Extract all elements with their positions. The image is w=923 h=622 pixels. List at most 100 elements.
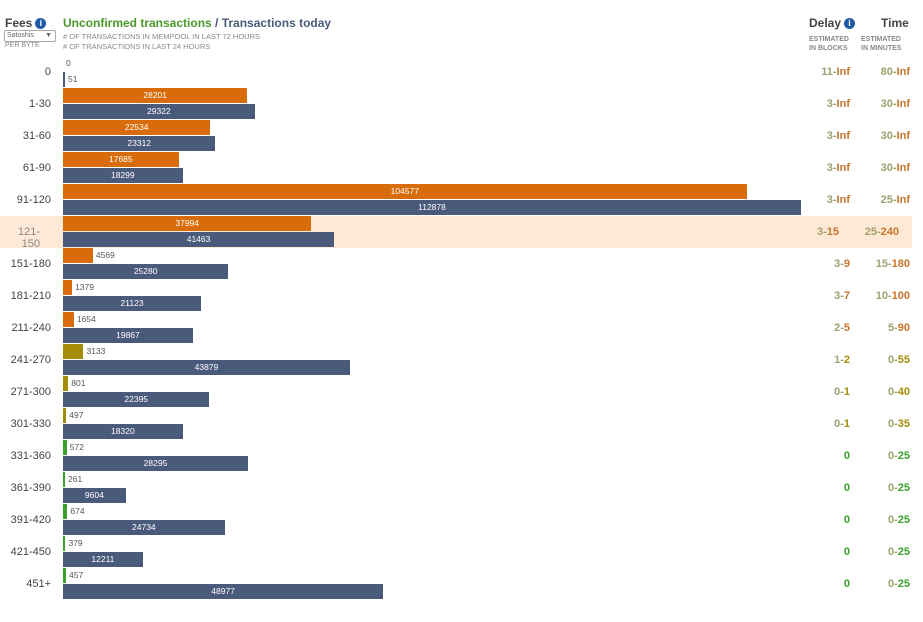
today-bar <box>63 424 183 439</box>
unconfirmed-value: 3133 <box>86 346 106 356</box>
delay-estimate-hi: Inf <box>836 162 850 174</box>
time-estimate-dash: - <box>892 162 897 174</box>
time-estimate-hi: 25 <box>897 514 910 526</box>
today-bar <box>63 488 126 503</box>
today-bar <box>63 520 225 535</box>
subtitle-today: # OF TRANSACTIONS IN LAST 24 HOURS <box>63 42 211 51</box>
today-bar <box>63 264 229 279</box>
fee-row[interactable]: 0 0 51 11-Inf 80-Inf <box>0 56 923 88</box>
delay-estimate-hi: Inf <box>836 194 850 206</box>
delay-estimate: 0 <box>844 450 850 462</box>
info-icon[interactable]: i <box>844 18 856 29</box>
today-value: 18320 <box>111 426 135 436</box>
today-value: 22395 <box>124 394 149 404</box>
delay-estimate-dash: - <box>832 130 837 142</box>
time-estimate: 15-180 <box>876 258 910 270</box>
unconfirmed-value: 572 <box>69 442 84 452</box>
delay-estimate: 3-9 <box>834 258 850 270</box>
today-bar <box>63 72 65 87</box>
fee-row[interactable]: 91-120 104577 112878 3-Inf 25-Inf <box>0 184 923 216</box>
time-header: Time ESTIMATED IN MINUTES <box>861 16 909 53</box>
unconfirmed-value: 37994 <box>175 218 200 228</box>
fee-row[interactable]: 181-210 1379 21123 3-7 10-100 <box>0 280 923 312</box>
time-estimate-hi: 180 <box>891 258 910 270</box>
fee-row[interactable]: 121-150 37994 41463 3-15 25-240 <box>0 216 912 250</box>
fee-row[interactable]: 271-300 801 22395 0-1 0-40 <box>0 376 923 408</box>
time-estimate-hi: 55 <box>897 354 910 366</box>
time-estimate-hi: Inf <box>896 98 910 110</box>
delay-estimate-lo: 0 <box>843 450 850 462</box>
time-estimate-lo: 0 <box>887 450 895 462</box>
unconfirmed-bar <box>63 312 74 327</box>
fee-row[interactable]: 241-270 3133 43879 1-2 0-55 <box>0 344 923 376</box>
time-estimate-dash: - <box>887 258 892 270</box>
today-bar <box>63 136 216 151</box>
delay-estimate-lo: 0 <box>834 418 841 430</box>
today-bar <box>63 104 255 119</box>
delay-estimate-lo: 3 <box>816 226 824 238</box>
fee-row[interactable]: 151-180 4569 25280 3-9 15-180 <box>0 248 923 280</box>
delay-estimate-dash: - <box>840 258 844 270</box>
fee-range-label: 31-60 <box>22 130 51 142</box>
fees-header: Fees i <box>5 16 47 30</box>
time-estimate-dash: - <box>894 354 898 366</box>
time-estimate-dash: - <box>894 514 898 526</box>
time-estimate-hi: 240 <box>880 226 899 238</box>
time-estimate-lo: 30 <box>880 162 893 174</box>
fee-row[interactable]: 31-60 22534 23312 3-Inf 30-Inf <box>0 120 923 152</box>
delay-estimate: 3-7 <box>834 290 850 302</box>
unconfirmed-bar <box>63 568 66 583</box>
delay-estimate-lo: 1 <box>834 354 841 366</box>
delay-estimate-hi: Inf <box>836 66 850 78</box>
info-icon[interactable]: i <box>35 18 47 29</box>
delay-estimate-dash: - <box>823 226 827 238</box>
title-separator: / <box>211 16 222 30</box>
fee-row[interactable]: 211-240 1654 19867 2-5 5-90 <box>0 312 923 344</box>
delay-sub2: IN BLOCKS <box>809 45 848 52</box>
fee-row[interactable]: 301-330 497 18320 0-1 0-35 <box>0 408 923 440</box>
unconfirmed-bar <box>63 184 747 199</box>
time-estimate-lo: 0 <box>887 354 895 366</box>
time-estimate-lo: 0 <box>887 418 895 430</box>
unconfirmed-value: 0 <box>66 58 71 68</box>
fee-row[interactable]: 61-90 17685 18299 3-Inf 30-Inf <box>0 152 923 184</box>
time-estimate: 30-Inf <box>881 162 910 174</box>
time-estimate: 5-90 <box>888 322 910 334</box>
today-value: 112878 <box>418 202 446 212</box>
time-estimate: 25-Inf <box>881 194 910 206</box>
time-estimate-lo: 0 <box>887 578 895 590</box>
fee-range-label: 391-420 <box>10 514 51 526</box>
fee-row[interactable]: 451+ 457 48977 0 0-25 <box>0 568 923 600</box>
unconfirmed-value: 104577 <box>390 186 420 196</box>
delay-estimate-lo: 3 <box>826 194 833 206</box>
fee-row[interactable]: 421-450 379 12211 0 0-25 <box>0 536 923 568</box>
time-estimate-hi: 100 <box>891 290 910 302</box>
today-value: 51 <box>68 74 78 84</box>
today-bar <box>63 328 193 343</box>
unit-select-value: Satoshis <box>7 32 34 39</box>
fee-range-label: 421-450 <box>10 546 51 558</box>
delay-estimate: 3-Inf <box>827 194 850 206</box>
fee-row[interactable]: 391-420 674 24734 0 0-25 <box>0 504 923 536</box>
delay-estimate: 0 <box>844 482 850 494</box>
fee-row[interactable]: 1-30 28201 29322 3-Inf 30-Inf <box>0 88 923 120</box>
unconfirmed-value: 4569 <box>95 250 115 260</box>
fee-range-label: 181-210 <box>10 290 51 302</box>
fee-range-label: 331-360 <box>10 450 51 462</box>
unit-select[interactable]: Satoshis ▼ <box>4 30 56 42</box>
delay-estimate-lo: 0 <box>843 578 850 590</box>
fee-row[interactable]: 331-360 572 28295 0 0-25 <box>0 440 923 472</box>
delay-estimate-dash: - <box>832 66 837 78</box>
unconfirmed-value: 674 <box>70 506 85 516</box>
delay-estimate-lo: 3 <box>834 290 841 302</box>
today-value: 18299 <box>110 170 135 180</box>
today-bar <box>63 456 248 471</box>
today-value: 43879 <box>194 362 219 372</box>
delay-sub1: ESTIMATED <box>809 36 849 43</box>
fee-row[interactable]: 361-390 261 9604 0 0-25 <box>0 472 923 504</box>
today-bar <box>63 360 350 375</box>
time-estimate-dash: - <box>876 226 881 238</box>
today-value: 9604 <box>84 490 104 500</box>
delay-estimate: 3-Inf <box>827 162 850 174</box>
time-estimate: 10-100 <box>876 290 910 302</box>
